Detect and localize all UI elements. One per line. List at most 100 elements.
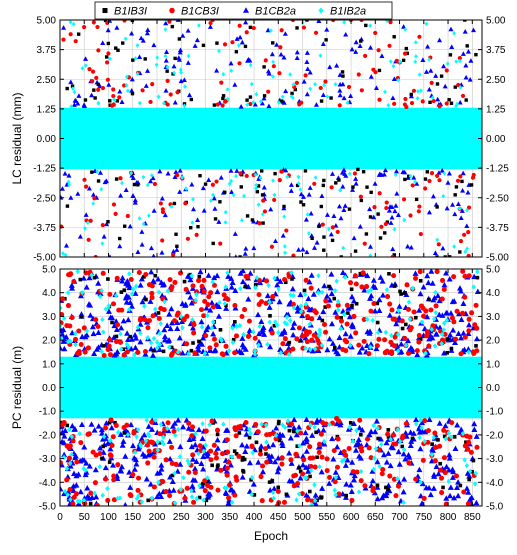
data-point xyxy=(129,88,135,93)
data-point xyxy=(111,322,118,329)
data-point xyxy=(316,441,322,447)
y-tick-label: 2.0 xyxy=(42,336,56,347)
data-point xyxy=(137,317,143,323)
data-point xyxy=(266,282,271,288)
data-point xyxy=(195,426,202,433)
data-point xyxy=(295,183,300,188)
data-point xyxy=(432,430,438,436)
data-point xyxy=(146,498,151,503)
data-point xyxy=(67,460,73,467)
data-point xyxy=(373,85,379,91)
data-point xyxy=(229,189,235,194)
data-point xyxy=(104,60,110,65)
data-point xyxy=(138,330,143,336)
data-point xyxy=(71,86,75,91)
data-point xyxy=(239,39,245,45)
data-point xyxy=(208,20,213,26)
legend-item: B1CB2a xyxy=(243,6,296,18)
data-point xyxy=(126,344,131,350)
data-point xyxy=(320,41,326,47)
data-point xyxy=(417,72,422,77)
data-point xyxy=(364,342,371,349)
data-point xyxy=(294,497,299,503)
data-point xyxy=(60,485,64,492)
data-point xyxy=(353,441,360,448)
data-point xyxy=(439,312,446,318)
data-point xyxy=(209,325,215,331)
data-point xyxy=(210,304,216,310)
data-point xyxy=(441,327,446,333)
data-point xyxy=(189,456,196,462)
data-point xyxy=(463,74,469,80)
data-point xyxy=(328,231,334,237)
data-point xyxy=(313,30,319,35)
data-point xyxy=(202,298,208,304)
data-point xyxy=(61,25,67,30)
data-point xyxy=(204,452,211,459)
data-point xyxy=(111,93,116,99)
data-point xyxy=(396,303,403,309)
data-point xyxy=(178,78,184,84)
data-point xyxy=(101,329,106,335)
data-point xyxy=(125,432,131,438)
data-point xyxy=(123,224,127,228)
data-point xyxy=(200,421,205,427)
data-point xyxy=(383,89,387,95)
data-point xyxy=(464,440,468,445)
data-point xyxy=(68,20,73,25)
data-point xyxy=(267,299,272,305)
data-point xyxy=(81,457,88,463)
data-point xyxy=(184,313,190,319)
data-point xyxy=(108,417,114,423)
data-point xyxy=(458,174,463,179)
data-point xyxy=(91,20,96,25)
data-point xyxy=(464,462,470,469)
data-point xyxy=(333,82,338,87)
data-point xyxy=(453,473,460,479)
data-point xyxy=(429,334,436,341)
data-point xyxy=(413,275,419,281)
data-point xyxy=(271,59,276,65)
data-point xyxy=(239,278,246,285)
data-point xyxy=(113,339,120,345)
data-point xyxy=(60,296,66,302)
data-point xyxy=(169,345,174,350)
data-point xyxy=(471,458,476,463)
data-point xyxy=(243,284,248,289)
y-tick-label: -2.0 xyxy=(486,430,504,441)
data-point xyxy=(125,316,132,323)
data-point xyxy=(220,451,226,457)
data-point xyxy=(425,44,431,49)
data-point xyxy=(298,339,302,343)
data-point xyxy=(123,502,128,506)
data-point xyxy=(346,84,352,90)
data-point xyxy=(407,429,414,435)
data-point xyxy=(409,92,413,97)
data-point xyxy=(422,428,429,435)
data-point xyxy=(466,328,472,334)
data-point xyxy=(452,211,458,217)
data-point xyxy=(444,68,449,73)
data-point xyxy=(99,430,106,436)
data-point xyxy=(395,331,401,338)
data-point xyxy=(388,59,393,64)
data-point xyxy=(258,474,264,480)
data-point xyxy=(338,318,345,324)
data-point xyxy=(107,352,114,358)
data-point xyxy=(95,323,101,330)
data-point xyxy=(72,336,79,342)
data-point xyxy=(237,23,242,28)
data-point xyxy=(198,460,205,467)
data-point xyxy=(268,314,272,318)
data-point xyxy=(195,346,202,353)
data-point xyxy=(111,351,118,358)
y-tick-label: 4.0 xyxy=(42,288,56,299)
data-point xyxy=(332,487,337,493)
data-point xyxy=(243,419,249,426)
data-point xyxy=(438,475,445,481)
data-point xyxy=(466,349,471,355)
data-point xyxy=(101,352,107,359)
data-point xyxy=(377,463,382,470)
data-point xyxy=(305,20,309,22)
